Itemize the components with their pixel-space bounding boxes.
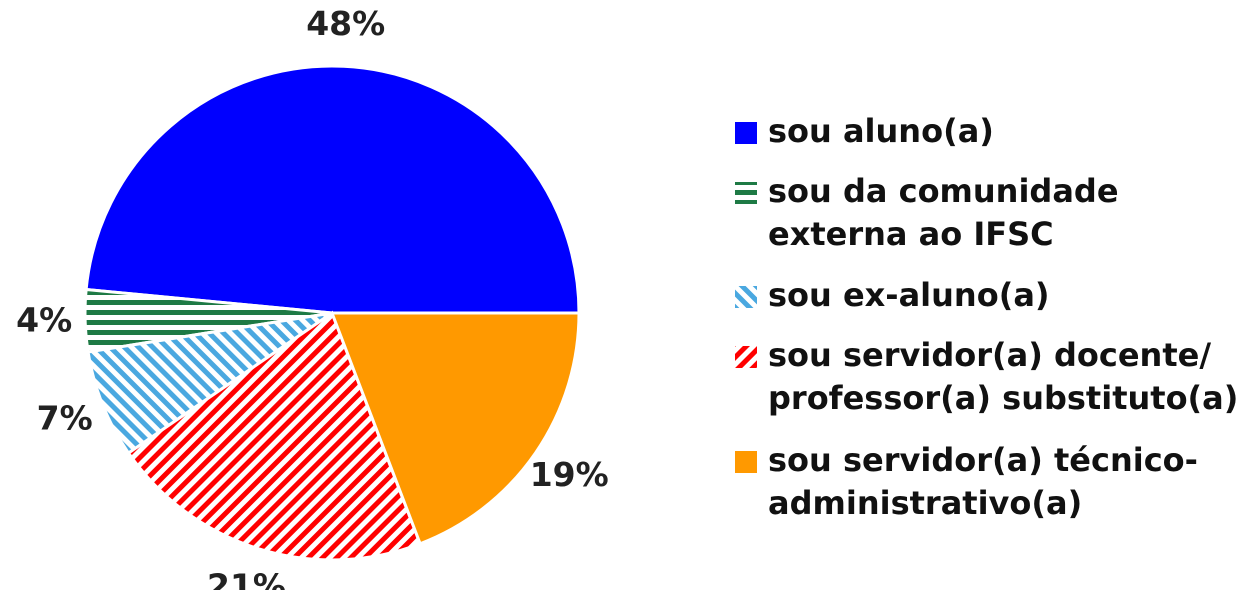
pie-slice	[86, 311, 333, 456]
pie-slice	[329, 311, 581, 546]
legend-swatch	[735, 346, 757, 368]
legend-label: sou servidor(a) técnico-	[768, 441, 1198, 479]
legend-swatch	[735, 286, 757, 308]
legend-label: professor(a) substituto(a)	[768, 379, 1238, 417]
legend-label: externa ao IFSC	[768, 215, 1054, 253]
legend-label: sou ex-aluno(a)	[768, 276, 1050, 314]
data-label: 19%	[530, 455, 609, 494]
pie-slice	[84, 64, 581, 315]
legend-label: sou servidor(a) docente/	[768, 336, 1211, 374]
data-label: 48%	[306, 4, 385, 43]
legend-label: administrativo(a)	[768, 484, 1082, 522]
data-label: 21%	[207, 567, 286, 590]
pie-slice	[126, 310, 423, 562]
data-label: 4%	[16, 301, 72, 340]
legend-label: sou aluno(a)	[768, 112, 994, 150]
data-label: 7%	[37, 399, 93, 438]
legend-swatch	[735, 122, 757, 144]
legend-label: sou da comunidade	[768, 172, 1119, 210]
legend-swatch	[735, 451, 757, 473]
legend-swatch	[735, 182, 757, 204]
